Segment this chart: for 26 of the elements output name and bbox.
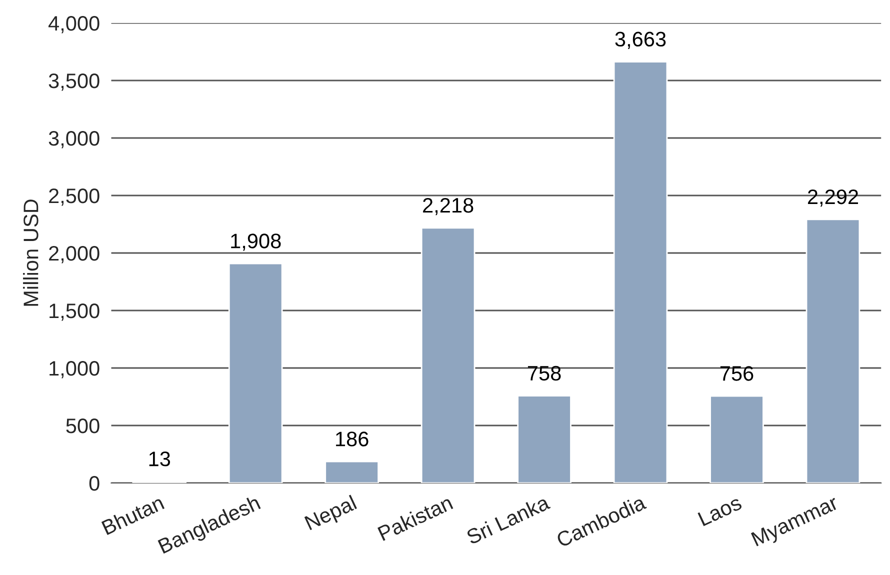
- y-tick-label: 4,000: [48, 16, 100, 34]
- y-tick-label: 3,500: [48, 74, 100, 91]
- data-label: 758: [528, 366, 561, 381]
- y-tick-label: 0: [89, 476, 100, 491]
- y-tick-label: 500: [66, 418, 100, 434]
- data-label: 2,218: [423, 198, 474, 216]
- y-axis-title: Million USD: [23, 200, 38, 306]
- bar: [710, 395, 764, 483]
- y-tick-label: 1,000: [50, 361, 100, 378]
- bar: [517, 395, 572, 483]
- y-tick-label: 2,000: [49, 246, 100, 264]
- data-label: 1,908: [231, 234, 281, 251]
- bar: [613, 61, 668, 483]
- data-label: 186: [336, 432, 368, 446]
- x-tick-label: Sri Lanka: [465, 494, 551, 545]
- bar: [228, 262, 283, 483]
- x-tick-label: Laos: [698, 495, 743, 526]
- data-label: 756: [720, 366, 754, 381]
- bar: [420, 227, 476, 483]
- data-label: 13: [149, 452, 170, 466]
- y-tick-label: 2,500: [49, 188, 100, 206]
- y-tick-label: 1,500: [50, 304, 100, 321]
- bar: [806, 218, 860, 483]
- y-tick-label: 3,000: [48, 131, 100, 148]
- bar: [324, 460, 379, 483]
- data-label: 3,663: [615, 32, 666, 49]
